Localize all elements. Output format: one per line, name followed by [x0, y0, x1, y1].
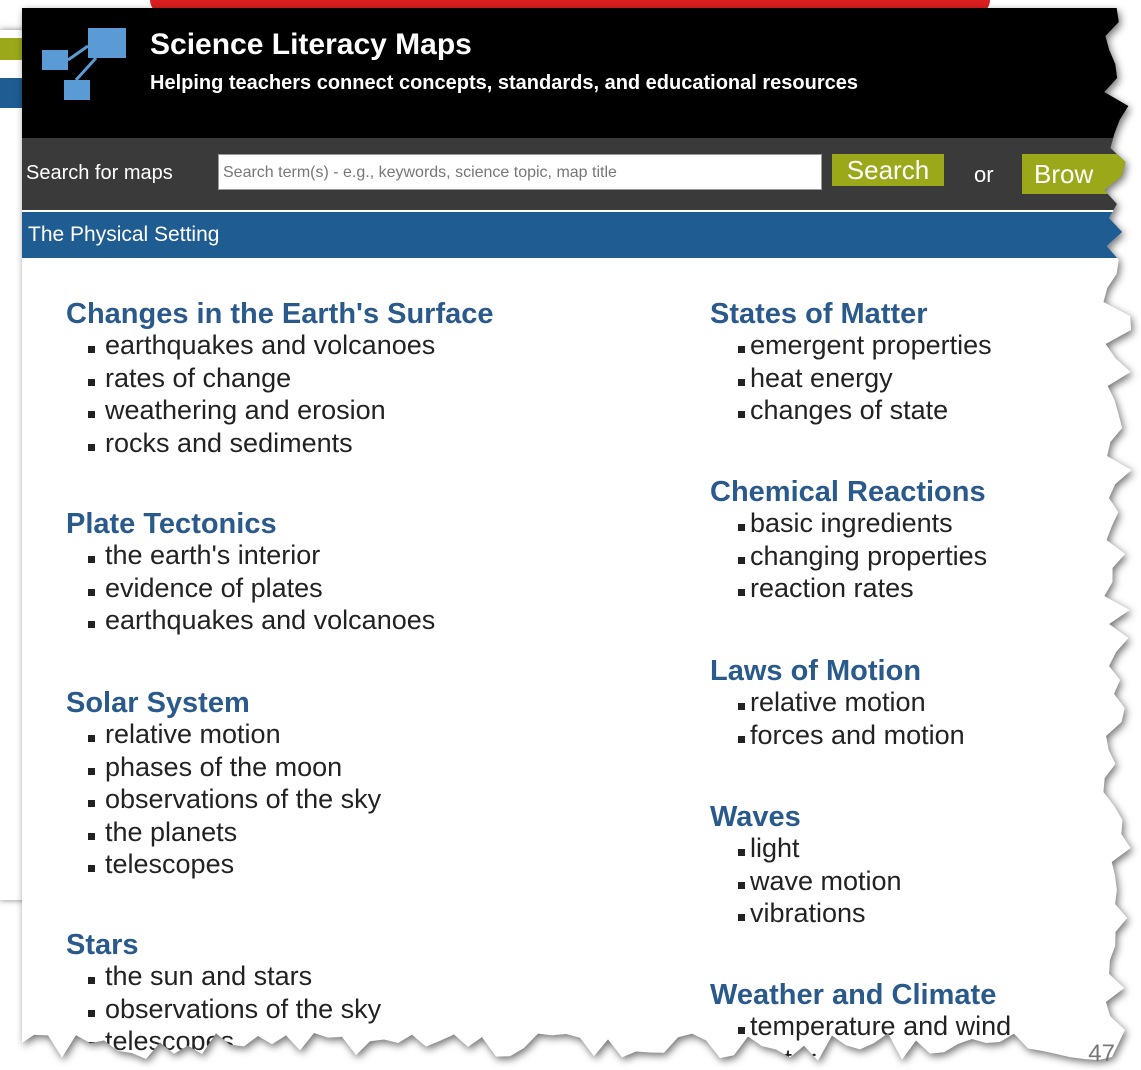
logo [42, 28, 126, 100]
topic-item[interactable]: telescopes [105, 1026, 235, 1056]
topic-heading[interactable]: Solar System [66, 687, 250, 719]
site-title: Science Literacy Maps [150, 28, 472, 61]
topic-item[interactable]: relative motion [750, 687, 926, 717]
page-number: 47 [1088, 1040, 1115, 1067]
bullet [738, 849, 745, 856]
section-bar: The Physical Setting [22, 212, 1132, 258]
topic-item[interactable]: observations of the sky [105, 784, 382, 814]
bullet [88, 443, 95, 451]
topic-item[interactable]: rocks and sediments [105, 427, 353, 458]
bullet [88, 346, 95, 353]
search-label: Search for maps [26, 162, 173, 184]
bullet [738, 735, 745, 743]
topic-heading[interactable]: Stars [66, 929, 139, 961]
topic-item[interactable]: weathering and erosion [105, 395, 386, 425]
browse-button[interactable]: Brow [1022, 154, 1132, 194]
logo-box [88, 28, 126, 58]
bullet [88, 378, 95, 386]
site-subtitle: Helping teachers connect concepts, stand… [150, 72, 858, 94]
bullet [738, 1059, 745, 1061]
bullet [88, 800, 95, 807]
logo-box [42, 50, 68, 70]
topic-item[interactable]: changes of state [750, 395, 949, 425]
topic-item[interactable]: rates of change [105, 362, 292, 393]
bullet [88, 556, 95, 563]
topic-heading[interactable]: Plate Tectonics [66, 508, 277, 540]
topic-item[interactable]: forces and motion [750, 719, 965, 750]
bullet [88, 977, 95, 984]
topic-item[interactable]: changing properties [750, 540, 988, 571]
search-bar: Search for maps Search term(s) - e.g., k… [22, 138, 1132, 210]
topic-heading[interactable]: States of Matter [710, 298, 928, 330]
topic-heading[interactable]: Changes in the Earth's Surface [66, 298, 494, 330]
topic-heading[interactable]: Waves [710, 801, 801, 833]
topic-item[interactable]: observations of the sky [105, 993, 382, 1024]
bullet [88, 1009, 95, 1017]
topic-item[interactable]: the planets [105, 816, 238, 847]
bullet [738, 914, 745, 921]
topic-heading[interactable]: Weather and Climate [710, 979, 997, 1011]
bullet [738, 378, 745, 386]
bullet [88, 832, 95, 840]
topic-item[interactable]: evidence of plates [105, 572, 323, 603]
bullet [88, 588, 95, 596]
bullet [738, 881, 745, 889]
bullet [88, 865, 95, 872]
topic-item[interactable]: heat energy [750, 362, 893, 393]
topic-heading[interactable]: Chemical Reactions [710, 476, 986, 508]
bullet [88, 735, 95, 742]
topic-item[interactable]: the earth's interior [105, 540, 321, 570]
topic-item[interactable]: earthquakes and volcanoes [105, 605, 436, 635]
bullet [738, 556, 745, 564]
bullet [738, 703, 745, 710]
bullet [738, 589, 745, 596]
topic-item[interactable]: water cycle [750, 1043, 886, 1063]
logo-link [67, 44, 98, 82]
topic-item[interactable]: the sun and stars [105, 961, 313, 991]
topic-item[interactable]: earthquakes and volcanoes [105, 330, 436, 360]
bullet [738, 346, 745, 353]
topic-item[interactable]: light [750, 833, 800, 863]
bullet [738, 524, 745, 531]
topic-item[interactable]: emergent properties [750, 330, 992, 360]
topic-item[interactable]: temperature and wind [750, 1011, 1012, 1041]
bullet [88, 621, 95, 628]
topic-item[interactable]: telescopes [105, 849, 235, 879]
topic-heading[interactable]: Laws of Motion [710, 655, 922, 687]
bullet [88, 1042, 95, 1049]
or-label: or [974, 162, 994, 187]
search-button[interactable]: Search [832, 154, 944, 186]
bullet [88, 411, 95, 418]
topic-item[interactable]: relative motion [105, 719, 281, 749]
bullet [738, 1027, 745, 1034]
topic-item[interactable]: phases of the moon [105, 751, 343, 782]
topic-item[interactable]: wave motion [750, 865, 902, 896]
bullet [738, 411, 745, 418]
header: Science Literacy Maps Helping teachers c… [22, 8, 1132, 138]
search-input[interactable]: Search term(s) - e.g., keywords, science… [218, 154, 822, 190]
topic-item[interactable]: basic ingredients [750, 508, 953, 538]
topic-item[interactable]: vibrations [750, 898, 866, 928]
topic-item[interactable]: reaction rates [750, 573, 914, 603]
logo-box [64, 80, 90, 100]
browser-window: Science Literacy Maps Helping teachers c… [22, 8, 1132, 1063]
bullet [88, 767, 95, 775]
